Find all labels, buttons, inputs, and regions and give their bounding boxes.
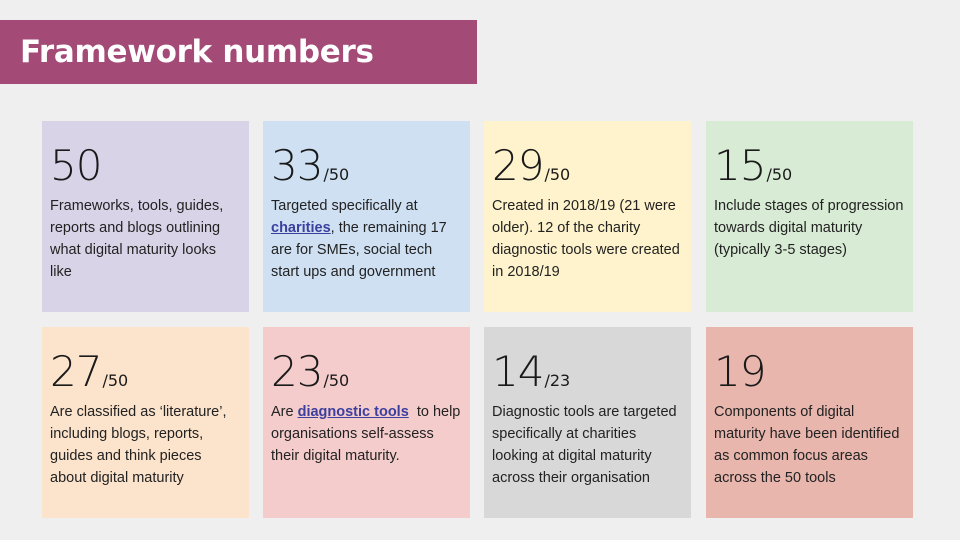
stat-description: Frameworks, tools, guides, reports and b… — [50, 198, 224, 280]
stat-card-frameworks: 50 Frameworks, tools, guides, reports an… — [42, 121, 249, 312]
stat-card-literature: 27 /50 Are classified as ‘literature’, i… — [42, 327, 249, 518]
stat-description-lead: Are — [271, 404, 298, 420]
stat-description: Are classified as ‘literature’, includin… — [50, 404, 227, 486]
stat-figure: 27 /50 — [50, 349, 241, 395]
stat-description-lead: Targeted specifically at — [271, 198, 418, 214]
stat-description: Targeted specifically at charities, the … — [271, 195, 462, 283]
stat-card-charities: 33 /50 Targeted specifically at charitie… — [263, 121, 470, 312]
stat-number: 27 — [50, 347, 102, 396]
stat-figure: 14 /23 — [492, 349, 683, 395]
charities-link[interactable]: charities — [271, 220, 331, 236]
stat-card-charity-diagnostics: 14 /23 Diagnostic tools are targeted spe… — [484, 327, 691, 518]
stat-figure: 29 /50 — [492, 143, 683, 189]
stat-figure: 15 /50 — [714, 143, 905, 189]
title-banner: Framework numbers — [0, 20, 477, 84]
stat-description: Created in 2018/19 (21 were older). 12 o… — [492, 198, 680, 280]
diagnostic-tools-link[interactable]: diagnostic tools — [297, 404, 409, 420]
stat-description: Include stages of progression towards di… — [714, 198, 904, 258]
stat-denominator: /50 — [102, 371, 129, 390]
stat-number: 15 — [714, 141, 766, 190]
stat-card-stages: 15 /50 Include stages of progression tow… — [706, 121, 913, 312]
stat-description: Diagnostic tools are targeted specifical… — [492, 404, 677, 486]
stat-denominator: /23 — [544, 371, 571, 390]
stat-card-components: 19 Components of digital maturity have b… — [706, 327, 913, 518]
stat-description-tail: to help organisations self-assess their … — [271, 404, 465, 464]
stat-denominator: /50 — [323, 371, 350, 390]
stat-number: 19 — [714, 347, 766, 396]
stat-description-tail: , the remaining 17 are for SMEs, social … — [271, 220, 447, 280]
stat-figure: 50 — [50, 143, 241, 189]
stat-number: 14 — [492, 347, 544, 396]
stat-figure: 19 — [714, 349, 905, 395]
stat-figure: 23 /50 — [271, 349, 462, 395]
stat-description: Components of digital maturity have been… — [714, 404, 900, 486]
stat-denominator: /50 — [323, 165, 350, 184]
stat-number: 29 — [492, 141, 544, 190]
stat-card-created: 29 /50 Created in 2018/19 (21 were older… — [484, 121, 691, 312]
stat-figure: 33 /50 — [271, 143, 462, 189]
stat-number: 23 — [271, 347, 323, 396]
stat-number: 33 — [271, 141, 323, 190]
page-title: Framework numbers — [20, 34, 374, 70]
stat-description: Are diagnostic tools to help organisatio… — [271, 401, 462, 467]
stat-denominator: /50 — [544, 165, 571, 184]
stat-card-diagnostic-tools: 23 /50 Are diagnostic tools to help orga… — [263, 327, 470, 518]
stat-number: 50 — [50, 141, 102, 190]
stat-denominator: /50 — [766, 165, 793, 184]
